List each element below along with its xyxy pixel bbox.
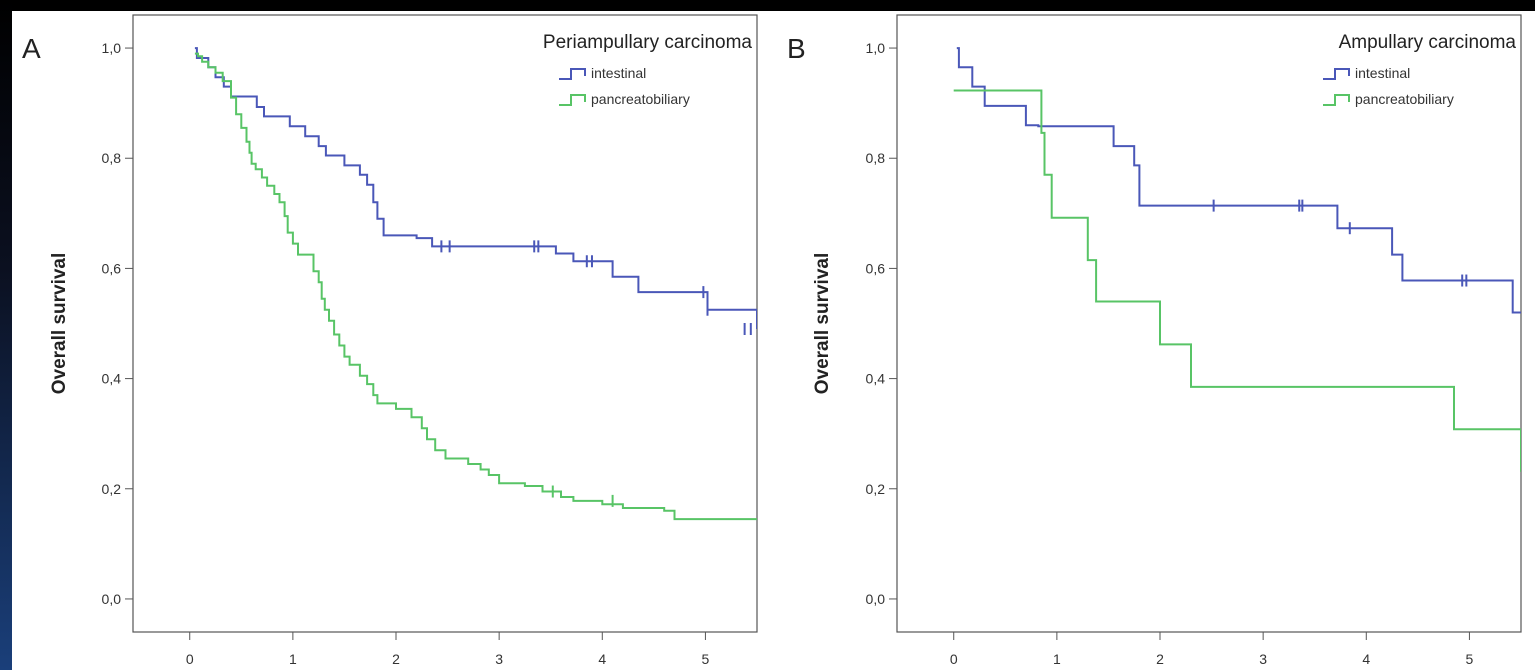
x-tick-label: 0 — [186, 651, 194, 667]
legend-label-pancreatobiliary: pancreatobiliary — [1355, 91, 1454, 107]
chart-title: Ampullary carcinoma — [1339, 32, 1517, 53]
x-tick-label: 4 — [1362, 651, 1370, 667]
legend-swatch-intestinal — [1323, 68, 1350, 80]
y-tick-label: 1,0 — [866, 40, 886, 56]
panel-letter: B — [787, 33, 806, 64]
x-tick-label: 3 — [495, 651, 503, 667]
y-tick-label: 1,0 — [102, 40, 122, 56]
y-tick-label: 0,8 — [866, 150, 886, 166]
y-tick-label: 0,4 — [102, 371, 122, 387]
plot-area-frame — [132, 14, 758, 633]
series-line-pancreatobiliary — [953, 89, 1521, 472]
legend-label-intestinal: intestinal — [591, 65, 646, 81]
series-line-intestinal — [956, 47, 1521, 314]
x-tick-label: 4 — [598, 651, 606, 667]
x-tick-label: 5 — [1466, 651, 1474, 667]
x-tick-label: 0 — [950, 651, 958, 667]
left-frame-bar — [0, 0, 12, 670]
top-frame-bar — [0, 0, 1535, 11]
legend-swatch-intestinal — [559, 68, 586, 80]
legend-swatch-pancreatobiliary — [559, 94, 586, 106]
x-tick-label: 2 — [1156, 651, 1164, 667]
legend-label-pancreatobiliary: pancreatobiliary — [591, 91, 690, 107]
legend-label-intestinal: intestinal — [1355, 65, 1410, 81]
y-tick-label: 0,6 — [866, 260, 886, 276]
chart-title: Periampullary carcinoma — [543, 32, 753, 53]
x-tick-label: 2 — [392, 651, 400, 667]
y-axis-label: Overall survival — [812, 253, 833, 395]
series-line-pancreatobiliary — [194, 52, 757, 521]
y-tick-label: 0,6 — [102, 260, 122, 276]
y-tick-label: 0,8 — [102, 150, 122, 166]
y-tick-label: 0,0 — [102, 591, 122, 607]
y-tick-label: 0,2 — [866, 481, 886, 497]
x-tick-label: 1 — [1053, 651, 1061, 667]
y-tick-label: 0,4 — [866, 371, 886, 387]
panel-b: 0,0 0,2 0,4 0,6 0,8 1,0 0 1 2 3 4 5 B Overall surviva… — [787, 14, 1522, 667]
panel-letter: A — [22, 33, 41, 64]
x-tick-label: 5 — [702, 651, 710, 667]
legend-swatch-pancreatobiliary — [1323, 94, 1350, 106]
x-tick-label: 3 — [1259, 651, 1267, 667]
y-axis-label: Overall survival — [49, 253, 70, 395]
x-tick-label: 1 — [289, 651, 297, 667]
y-tick-label: 0,2 — [102, 481, 122, 497]
plot-area-frame — [896, 14, 1522, 633]
panel-a: 0,0 0,2 0,4 0,6 0,8 1,0 0 1 2 3 4 5 A Overall surviva… — [22, 14, 758, 667]
y-tick-label: 0,0 — [866, 591, 886, 607]
